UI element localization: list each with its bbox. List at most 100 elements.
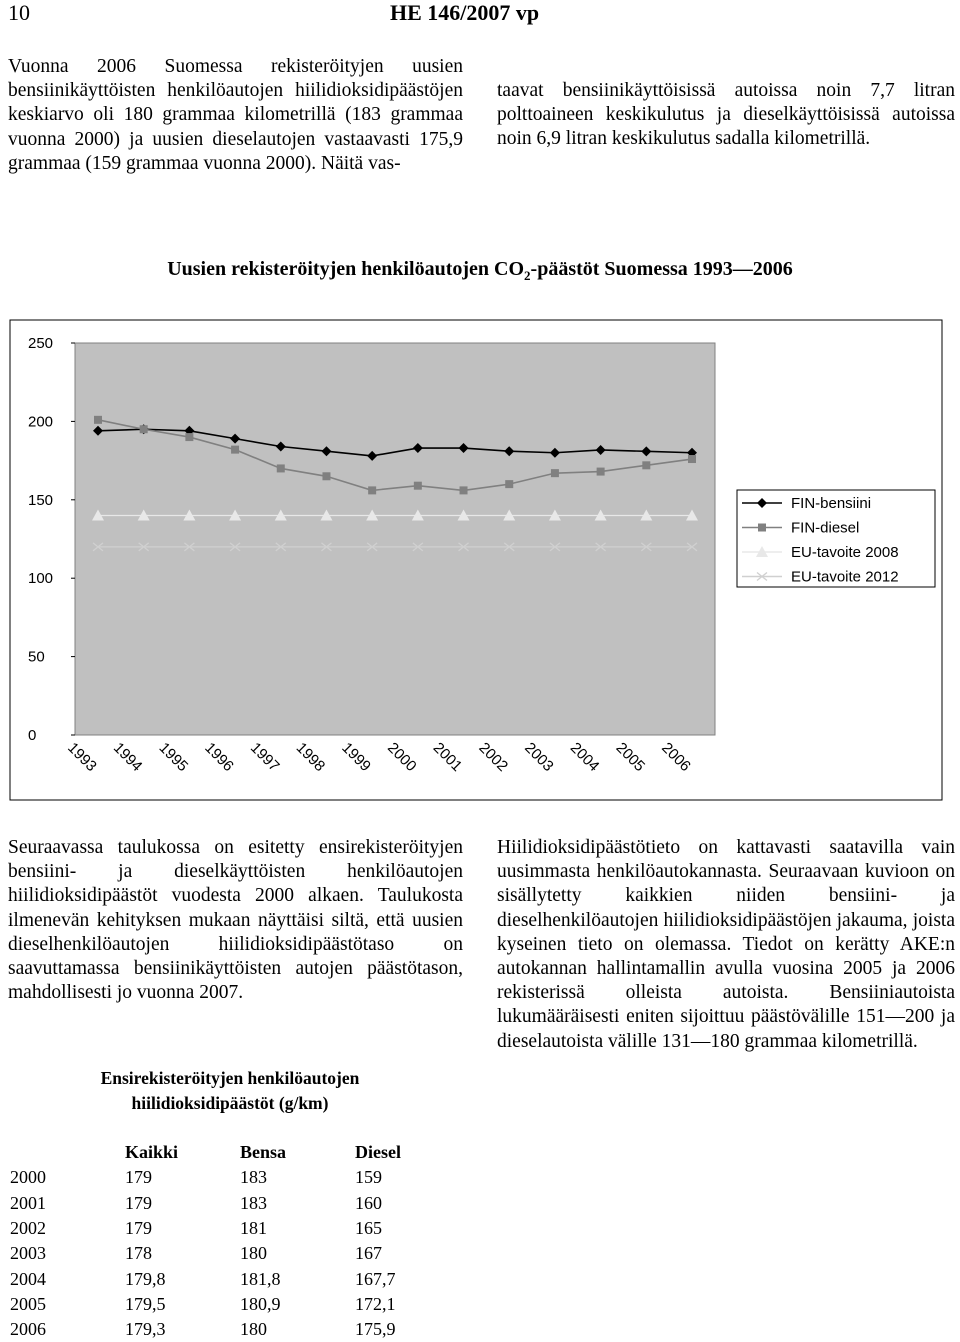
marker bbox=[139, 425, 148, 434]
y-tick-label: 0 bbox=[28, 727, 36, 744]
marker bbox=[183, 509, 196, 521]
chart-title: Uusien rekisteröityjen henkilöautojen CO… bbox=[0, 257, 960, 288]
table-cell: 179,3 bbox=[125, 1319, 166, 1340]
legend-box bbox=[736, 489, 936, 588]
table-cell: 165 bbox=[355, 1218, 382, 1239]
table-cell: 179 bbox=[125, 1192, 152, 1213]
table-row: 2005 179,5 180,9 172,1 bbox=[10, 1292, 470, 1317]
marker bbox=[321, 446, 332, 457]
table-cell: 179,8 bbox=[125, 1268, 166, 1289]
marker bbox=[503, 509, 516, 521]
table-cell: 167,7 bbox=[355, 1268, 396, 1289]
marker bbox=[548, 509, 561, 521]
marker bbox=[459, 486, 468, 495]
marker bbox=[276, 464, 285, 473]
page-number: 10 bbox=[8, 0, 30, 25]
marker bbox=[505, 480, 514, 489]
marker bbox=[595, 542, 607, 552]
table-cell: Bensa bbox=[240, 1142, 287, 1163]
table-row: 2001 179 183 160 bbox=[10, 1191, 470, 1216]
marker bbox=[92, 509, 104, 521]
table-cell: 179 bbox=[125, 1218, 152, 1239]
legend-label: EU-tavoite 2012 bbox=[791, 569, 899, 586]
marker bbox=[594, 509, 607, 521]
table-cell: 181,8 bbox=[240, 1268, 281, 1289]
marker bbox=[230, 433, 241, 444]
marker bbox=[549, 542, 561, 552]
legend-marker bbox=[756, 546, 768, 557]
marker bbox=[549, 447, 560, 458]
table-cell: 180,9 bbox=[240, 1293, 281, 1314]
table-cell bbox=[10, 1140, 125, 1165]
table-cell: Kaikki bbox=[125, 1142, 179, 1163]
table-cell: 183 bbox=[240, 1167, 267, 1188]
table-title: Ensirekisteröityjen henkilöautojen hiili… bbox=[100, 1068, 360, 1113]
marker bbox=[274, 509, 287, 521]
marker bbox=[275, 441, 286, 452]
table-cell: 2006 bbox=[10, 1319, 46, 1340]
marker bbox=[94, 415, 102, 424]
table-cell: 172,1 bbox=[355, 1293, 396, 1314]
y-tick-label: 50 bbox=[28, 649, 45, 666]
marker bbox=[321, 542, 332, 552]
marker bbox=[504, 446, 515, 457]
title-text: Uusien rekisteröityjen henkilöautojen CO bbox=[167, 258, 525, 280]
table-cell: 2001 bbox=[10, 1192, 46, 1213]
paragraph: Hiilidioksidipäästötieto on kattavasti s… bbox=[497, 837, 955, 1052]
series-line bbox=[97, 419, 693, 492]
marker bbox=[231, 445, 240, 454]
table-row: 2004 179,8 181,8 167,7 bbox=[10, 1266, 470, 1291]
table-cell: 159 bbox=[355, 1167, 382, 1188]
marker bbox=[138, 542, 150, 552]
table-cell: 2003 bbox=[10, 1243, 46, 1264]
table-cell: 181 bbox=[240, 1218, 267, 1239]
marker bbox=[412, 443, 423, 454]
marker bbox=[183, 542, 195, 552]
marker bbox=[458, 542, 469, 552]
table-row: 2000 179 183 159 bbox=[10, 1165, 470, 1190]
marker bbox=[367, 450, 378, 461]
paragraph: Vuonna 2006 Suomessa rekisteröityjen uus… bbox=[8, 56, 463, 174]
doc-id: HE 146/2007 vp bbox=[390, 0, 540, 25]
marker bbox=[550, 469, 559, 478]
marker bbox=[185, 433, 194, 442]
marker bbox=[93, 425, 103, 436]
marker bbox=[457, 509, 470, 521]
table-cell: 180 bbox=[240, 1243, 267, 1264]
marker bbox=[92, 542, 104, 552]
table-cell: 179 bbox=[125, 1167, 152, 1188]
marker bbox=[595, 444, 606, 455]
marker bbox=[641, 446, 652, 457]
marker bbox=[229, 509, 242, 521]
table-cell: Diesel bbox=[355, 1142, 401, 1163]
y-tick-label: 250 bbox=[28, 335, 53, 352]
marker bbox=[640, 509, 653, 521]
table-cell: 175,9 bbox=[355, 1319, 396, 1340]
legend-marker bbox=[756, 571, 768, 582]
marker bbox=[503, 542, 515, 552]
table-cell: 167 bbox=[355, 1243, 382, 1264]
table-row: 2006 179,3 180 175,9 bbox=[10, 1317, 470, 1342]
legend-label: FIN-bensiini bbox=[791, 495, 871, 512]
table-cell: 183 bbox=[240, 1192, 267, 1213]
table-cell: 2002 bbox=[10, 1218, 46, 1239]
plot-area bbox=[74, 342, 716, 736]
marker bbox=[229, 542, 241, 552]
paragraph: taavat bensiinikäyttöisissä autoissa noi… bbox=[497, 80, 955, 150]
marker bbox=[320, 509, 333, 521]
table-cell: 179,5 bbox=[125, 1293, 166, 1314]
marker bbox=[366, 509, 379, 521]
table: Kaikki Bensa Diesel 2000 179 183 159 2001 179 183… bbox=[10, 1140, 470, 1342]
table-cell: 160 bbox=[355, 1192, 382, 1213]
table-row: 2003 178 180 167 bbox=[10, 1241, 470, 1266]
legend-marker bbox=[757, 498, 767, 508]
marker bbox=[640, 542, 652, 552]
paragraph: Seuraavassa taulukossa on esitetty ensir… bbox=[8, 837, 463, 1004]
marker bbox=[366, 542, 378, 552]
legend-marker bbox=[758, 523, 766, 532]
y-tick-label: 100 bbox=[28, 570, 53, 587]
y-tick-label: 200 bbox=[28, 413, 53, 430]
marker bbox=[322, 472, 331, 481]
table-cell: 2000 bbox=[10, 1167, 46, 1188]
